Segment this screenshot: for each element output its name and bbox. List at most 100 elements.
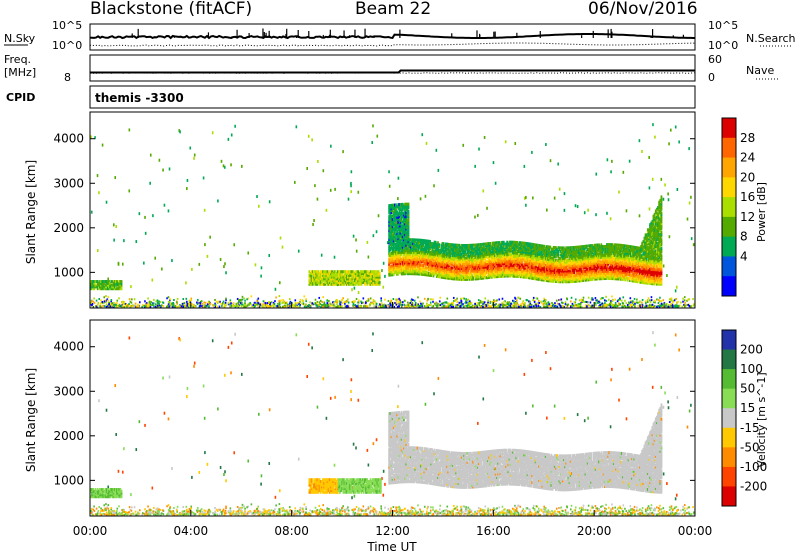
data-cell <box>528 256 531 260</box>
data-cell <box>476 302 479 305</box>
data-cell <box>661 304 664 307</box>
data-cell <box>406 229 409 233</box>
data-cell <box>606 303 609 306</box>
data-cell <box>514 297 517 300</box>
data-cell <box>622 296 625 299</box>
data-cell <box>408 256 411 260</box>
data-cell <box>401 231 404 235</box>
data-cell <box>393 269 396 273</box>
data-cell <box>317 159 319 163</box>
data-cell <box>325 273 328 277</box>
data-cell <box>397 256 400 260</box>
data-cell <box>507 265 510 269</box>
data-cell <box>401 268 404 272</box>
data-cell <box>398 244 401 248</box>
data-cell <box>396 260 399 264</box>
nsearch-tick-bottom: 10^0 <box>708 39 738 52</box>
data-cell <box>403 299 406 302</box>
data-cell <box>481 250 484 254</box>
data-cell <box>133 298 136 301</box>
data-cell <box>497 275 499 279</box>
data-cell <box>248 303 250 306</box>
data-cell <box>501 253 504 257</box>
data-cell <box>486 242 489 246</box>
data-cell <box>516 242 519 246</box>
data-cell <box>466 272 469 276</box>
data-cell <box>417 249 420 253</box>
data-cell <box>320 272 323 276</box>
data-cell <box>456 274 459 278</box>
data-cell <box>390 227 393 231</box>
data-cell <box>340 270 343 274</box>
data-cell <box>393 219 396 223</box>
data-cell <box>438 303 440 306</box>
data-cell <box>90 303 93 306</box>
data-cell <box>319 280 322 284</box>
data-cell <box>653 301 655 304</box>
data-cell <box>399 222 402 226</box>
data-cell <box>530 249 532 253</box>
data-cell <box>613 304 616 307</box>
data-cell <box>221 305 223 308</box>
data-cell <box>492 241 495 245</box>
data-cell <box>468 267 471 271</box>
data-cell <box>629 301 632 304</box>
data-cell <box>521 253 523 257</box>
data-cell <box>404 238 406 242</box>
data-cell <box>424 251 427 255</box>
data-cell <box>458 275 461 279</box>
data-cell <box>467 247 470 251</box>
data-cell <box>179 130 181 134</box>
data-cell <box>574 304 576 307</box>
data-cell <box>390 239 393 243</box>
data-cell <box>358 280 361 284</box>
data-cell <box>466 274 469 278</box>
data-cell <box>448 242 451 246</box>
data-cell <box>114 287 117 291</box>
data-cell <box>440 263 443 267</box>
data-cell <box>407 243 410 247</box>
data-cell <box>448 255 451 259</box>
data-cell <box>391 246 394 250</box>
data-cell <box>414 240 417 244</box>
data-cell <box>491 250 494 254</box>
data-cell <box>430 250 433 254</box>
data-cell <box>147 305 150 308</box>
data-cell <box>406 218 409 222</box>
data-cell <box>427 304 430 307</box>
data-cell <box>465 276 468 280</box>
data-cell <box>401 245 404 249</box>
data-cell <box>405 236 408 240</box>
data-cell <box>500 265 503 269</box>
data-cell <box>440 257 443 261</box>
data-cell <box>308 279 311 283</box>
data-cell <box>437 302 439 305</box>
data-cell <box>522 257 524 261</box>
data-cell <box>368 272 371 276</box>
data-cell <box>350 273 353 277</box>
data-cell <box>480 243 482 247</box>
data-cell <box>501 256 504 260</box>
data-cell <box>310 279 313 283</box>
data-cell <box>341 305 343 308</box>
data-cell <box>513 256 515 260</box>
data-cell <box>511 258 514 262</box>
data-cell <box>405 234 408 238</box>
data-cell <box>234 124 236 128</box>
data-cell <box>352 273 355 277</box>
data-cell <box>388 209 391 213</box>
data-cell <box>339 279 341 283</box>
data-cell <box>374 280 377 284</box>
data-cell <box>332 275 335 279</box>
data-cell <box>372 124 374 128</box>
data-cell <box>411 303 413 306</box>
data-cell <box>491 241 494 245</box>
data-cell <box>490 272 493 276</box>
data-cell <box>380 299 383 302</box>
data-cell <box>509 274 512 278</box>
data-cell <box>422 255 425 259</box>
data-cell <box>526 268 529 272</box>
data-cell <box>474 266 477 270</box>
data-cell <box>452 255 455 259</box>
data-cell <box>129 300 132 303</box>
